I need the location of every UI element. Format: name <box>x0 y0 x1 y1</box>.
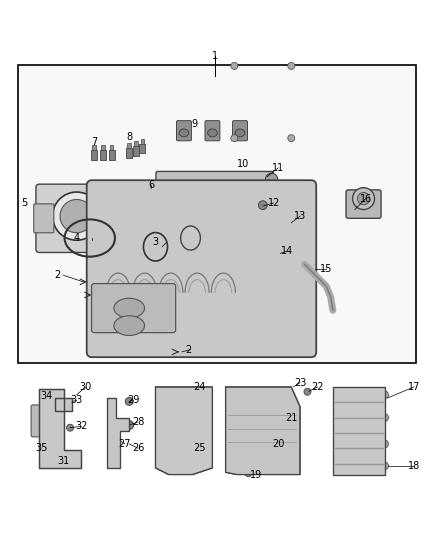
Text: 35: 35 <box>35 443 48 453</box>
Bar <box>110 145 113 150</box>
Bar <box>134 141 138 146</box>
FancyBboxPatch shape <box>36 184 117 253</box>
Circle shape <box>288 62 295 69</box>
FancyBboxPatch shape <box>156 172 273 187</box>
Polygon shape <box>39 389 81 468</box>
Polygon shape <box>226 387 300 474</box>
Text: 34: 34 <box>40 391 52 401</box>
Circle shape <box>381 391 389 399</box>
FancyBboxPatch shape <box>34 204 54 233</box>
Circle shape <box>357 192 370 205</box>
Text: 20: 20 <box>272 439 284 449</box>
Text: 19: 19 <box>250 470 262 480</box>
Text: 28: 28 <box>132 417 144 427</box>
Ellipse shape <box>114 298 145 318</box>
Circle shape <box>353 188 374 209</box>
Text: 26: 26 <box>132 443 144 453</box>
Circle shape <box>125 421 134 430</box>
Text: 15: 15 <box>320 264 332 273</box>
Bar <box>109 150 115 160</box>
Text: 4: 4 <box>74 233 80 243</box>
Text: 1: 1 <box>212 51 218 61</box>
Circle shape <box>231 62 238 69</box>
Polygon shape <box>155 387 212 474</box>
Text: 22: 22 <box>311 382 324 392</box>
Text: 23: 23 <box>294 377 306 387</box>
Text: 10: 10 <box>237 159 249 168</box>
Ellipse shape <box>179 129 189 137</box>
Text: 17: 17 <box>408 382 420 392</box>
Circle shape <box>288 135 295 142</box>
Polygon shape <box>333 387 385 474</box>
Text: 9: 9 <box>192 119 198 129</box>
Ellipse shape <box>208 129 217 137</box>
Circle shape <box>48 459 55 466</box>
Ellipse shape <box>114 316 145 335</box>
FancyBboxPatch shape <box>177 120 191 141</box>
Circle shape <box>67 424 74 431</box>
FancyBboxPatch shape <box>346 190 381 219</box>
Text: 24: 24 <box>193 382 205 392</box>
Text: 27: 27 <box>119 439 131 449</box>
Text: 29: 29 <box>127 395 140 405</box>
Bar <box>92 145 96 150</box>
Circle shape <box>231 135 238 142</box>
Bar <box>91 150 97 160</box>
Text: 30: 30 <box>79 382 92 392</box>
Circle shape <box>258 201 267 209</box>
Bar <box>141 139 144 144</box>
Text: 11: 11 <box>272 163 284 173</box>
Text: 2: 2 <box>185 345 191 355</box>
Ellipse shape <box>235 129 245 137</box>
Polygon shape <box>107 398 129 468</box>
Circle shape <box>381 414 389 422</box>
Bar <box>101 145 105 150</box>
Circle shape <box>265 173 278 185</box>
Circle shape <box>381 462 389 470</box>
FancyBboxPatch shape <box>233 120 247 141</box>
Text: 33: 33 <box>71 395 83 405</box>
Circle shape <box>270 390 277 397</box>
Text: 18: 18 <box>408 461 420 471</box>
Bar <box>133 146 139 156</box>
Text: 13: 13 <box>294 211 306 221</box>
Circle shape <box>125 398 133 405</box>
FancyBboxPatch shape <box>205 120 220 141</box>
Circle shape <box>53 192 101 240</box>
Circle shape <box>280 411 287 418</box>
Text: 2: 2 <box>54 270 60 280</box>
Circle shape <box>304 388 311 395</box>
FancyBboxPatch shape <box>92 284 176 333</box>
Bar <box>100 150 106 160</box>
Text: 7: 7 <box>91 136 97 147</box>
Text: 32: 32 <box>75 422 87 431</box>
Text: 21: 21 <box>285 413 297 423</box>
Circle shape <box>245 470 252 477</box>
Bar <box>139 144 145 154</box>
Text: 25: 25 <box>193 443 205 453</box>
FancyBboxPatch shape <box>87 180 316 357</box>
Circle shape <box>381 440 389 448</box>
Text: 6: 6 <box>148 181 154 190</box>
Circle shape <box>60 199 93 233</box>
Text: 8: 8 <box>126 132 132 142</box>
Text: 14: 14 <box>281 246 293 256</box>
Circle shape <box>61 459 68 466</box>
Text: 12: 12 <box>268 198 280 208</box>
FancyBboxPatch shape <box>158 411 206 459</box>
FancyBboxPatch shape <box>31 405 59 437</box>
Text: 16: 16 <box>360 193 372 204</box>
Text: 31: 31 <box>57 456 70 466</box>
Text: 3: 3 <box>152 237 159 247</box>
Bar <box>127 143 131 148</box>
Text: 5: 5 <box>21 198 27 208</box>
Bar <box>126 148 132 158</box>
Bar <box>18 65 416 363</box>
